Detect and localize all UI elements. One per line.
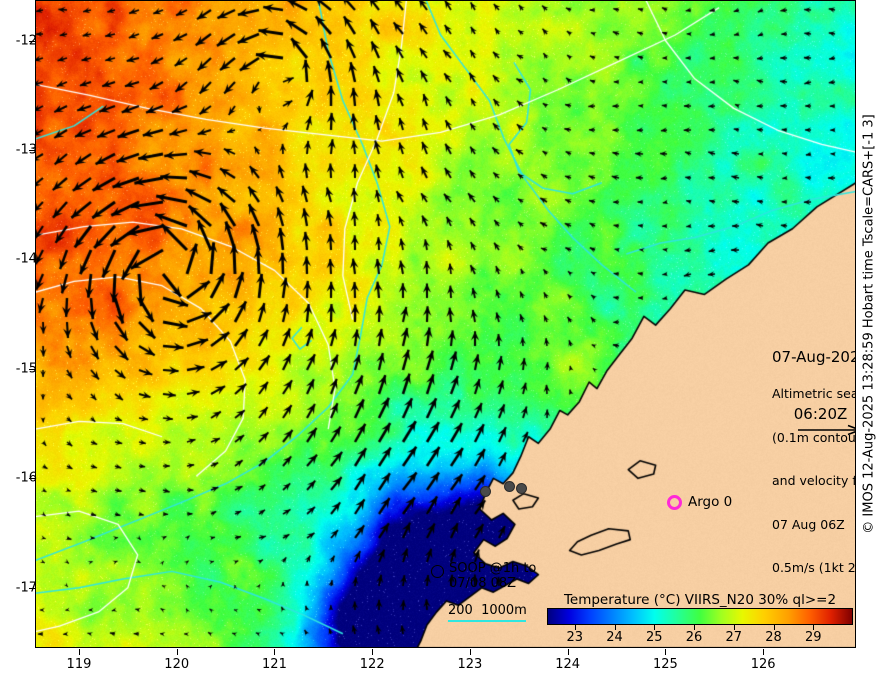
soop-ship-label: SOOP @1h to 07/08 08Z <box>449 561 537 591</box>
x-axis-tick <box>665 649 667 655</box>
colorbar-tick <box>813 625 815 630</box>
x-axis-tick-label: 125 <box>652 657 678 672</box>
map-plot-area[interactable]: 07-Aug-2025 06:20Z Altimetric sealevel (… <box>35 0 856 648</box>
x-axis-tick <box>78 649 80 655</box>
depth-legend-label: 200 1000m <box>448 603 527 618</box>
x-axis-tick <box>274 649 276 655</box>
y-axis-tick <box>29 478 35 480</box>
colorbar-gradient[interactable] <box>547 608 853 625</box>
colorbar-tick <box>574 625 576 630</box>
mooring-station-marker[interactable] <box>515 483 527 495</box>
x-axis-tick-label: 122 <box>359 657 385 672</box>
colorbar-tick <box>733 625 735 630</box>
x-axis-tick-label: 120 <box>164 657 190 672</box>
colorbar-tick-label: 25 <box>646 630 663 645</box>
date-time-annotation: 07-Aug-2025 06:20Z <box>772 310 856 462</box>
y-axis-tick-label: -17 <box>15 580 37 596</box>
annotation-time: 06:20Z <box>793 405 848 423</box>
x-axis-tick <box>176 649 178 655</box>
x-axis-tick <box>567 649 569 655</box>
y-axis-tick-label: -15 <box>15 361 37 377</box>
annotation-date: 07-Aug-2025 <box>772 348 856 366</box>
depth-legend-line <box>448 620 526 622</box>
description-line-1: Altimetric sealevel <box>772 386 856 401</box>
colorbar-tick <box>614 625 616 630</box>
x-axis-tick <box>763 649 765 655</box>
description-line-5: 0.5m/s (1kt 24h) <box>772 560 856 575</box>
x-axis-tick-label: 123 <box>457 657 483 672</box>
description-line-3: and velocity for <box>772 473 856 488</box>
depth-contour-legend: 200 1000m <box>448 603 527 622</box>
argo-float-marker[interactable] <box>667 495 682 510</box>
x-axis-tick-label: 126 <box>750 657 776 672</box>
x-axis-tick-label: 121 <box>262 657 287 672</box>
description-line-4: 07 Aug 06Z <box>772 516 845 532</box>
mooring-station-marker[interactable] <box>504 481 516 492</box>
velocity-vector-layer <box>35 0 856 648</box>
colorbar-tick <box>694 625 696 630</box>
y-axis-tick-label: -14 <box>15 251 37 267</box>
description-line-2: (0.1m contours) <box>772 429 856 445</box>
colorbar-tick-label: 26 <box>685 630 703 645</box>
velocity-reference-arrow-icon <box>798 424 856 436</box>
soop-ship-marker[interactable] <box>431 565 444 578</box>
colorbar-title: Temperature (°C) VIIRS_N20 30% ql>=2 <box>563 592 837 608</box>
colorbar-tick-label: 24 <box>606 630 623 645</box>
y-axis-tick <box>29 259 35 261</box>
colorbar-tick-label: 23 <box>566 630 584 645</box>
y-axis-tick <box>29 149 35 151</box>
y-axis-tick <box>29 587 35 589</box>
x-axis-tick-label: 124 <box>555 657 581 672</box>
y-axis-tick-label: -16 <box>15 470 37 486</box>
credit-text: © IMOS 12-Aug-2025 13:28:59 Hobart time … <box>861 114 877 534</box>
colorbar-tick-label: 27 <box>725 630 743 645</box>
colorbar-tick-label: 29 <box>804 630 822 645</box>
description-annotation: Altimetric sealevel (0.1m contours) and … <box>772 358 856 605</box>
y-axis-tick <box>29 40 35 42</box>
x-axis-tick <box>469 649 471 655</box>
colorbar-tick <box>654 625 656 630</box>
x-axis-tick <box>372 649 374 655</box>
mooring-station-marker[interactable] <box>479 486 491 498</box>
x-axis-tick-label: 119 <box>66 657 92 672</box>
y-axis-tick-label: -13 <box>15 142 37 158</box>
y-axis-tick-label: -12 <box>15 33 37 48</box>
colorbar-tick-label: 28 <box>765 630 782 645</box>
y-axis-tick <box>29 368 35 370</box>
colorbar-tick <box>773 625 775 630</box>
credit-attribution: © IMOS 12-Aug-2025 13:28:59 Hobart time … <box>858 0 880 648</box>
argo-float-label: Argo 0 <box>688 494 733 510</box>
